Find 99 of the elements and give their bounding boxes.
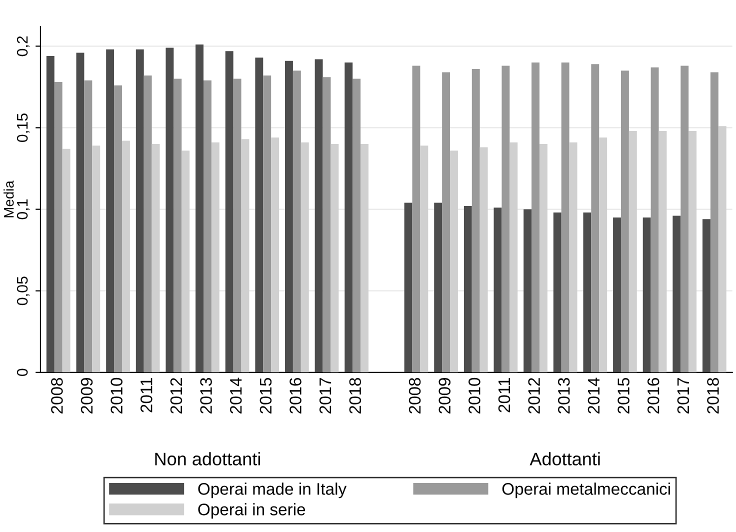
x-tick-label: 2008 [408, 378, 421, 414]
y-tick-label: 0,05 [16, 276, 30, 306]
x-tick-label: 2018 [349, 378, 362, 414]
x-tick-label: 2016 [290, 378, 302, 414]
bar [211, 142, 220, 372]
bar [620, 70, 629, 372]
x-tick-label: 2012 [170, 378, 182, 414]
bar [464, 206, 472, 372]
x-tick-label: 2011 [498, 378, 510, 412]
bar [225, 51, 234, 372]
bar [330, 144, 339, 372]
x-tick-label: 2013 [200, 378, 212, 414]
text: Adottanti [530, 452, 600, 466]
bar [642, 217, 651, 372]
bar [241, 139, 250, 372]
bar [599, 138, 608, 372]
bar [174, 78, 182, 372]
bar [352, 78, 361, 372]
x-tick-label: 2017 [319, 378, 332, 414]
bar [54, 82, 62, 372]
bar [271, 138, 280, 372]
bar [144, 76, 152, 372]
bar [114, 85, 122, 372]
bar [204, 80, 212, 372]
bar [196, 44, 204, 372]
y-tick-label: 0 [16, 368, 28, 376]
bar [152, 144, 160, 372]
y-tick-label: 0,2 [16, 36, 30, 56]
bar [420, 146, 428, 372]
x-tick-label: 2010 [110, 378, 122, 414]
bar [434, 202, 442, 372]
bar [182, 150, 190, 372]
bar [76, 52, 84, 372]
x-tick-label: 2015 [260, 378, 272, 414]
legend-label: Operai in serie [198, 503, 306, 519]
bar [404, 202, 412, 372]
x-tick-label: 2008 [51, 378, 63, 414]
bar [450, 150, 458, 372]
legend-label: Operai metalmeccanici [502, 482, 670, 498]
text: Non adottanti [155, 452, 260, 466]
x-tick-label: 2012 [528, 378, 540, 414]
bar [553, 212, 562, 372]
y-tick-label: 0,1 [16, 199, 30, 220]
bar [561, 62, 570, 372]
bar [84, 80, 92, 372]
x-tick-label: 2016 [647, 378, 660, 414]
bar [613, 217, 621, 372]
bar [480, 147, 488, 372]
bar [702, 219, 710, 372]
bar [344, 62, 353, 372]
bar [710, 72, 718, 372]
bar [650, 67, 659, 372]
bar [412, 66, 420, 372]
bar [46, 56, 54, 372]
bar [591, 64, 600, 372]
bar [672, 216, 681, 372]
x-tick-label: 2010 [468, 378, 480, 414]
bar [718, 126, 726, 372]
bar [472, 69, 480, 372]
x-tick-label: 2017 [677, 378, 690, 414]
bar [539, 144, 548, 372]
bar [233, 78, 242, 372]
bar [122, 140, 130, 372]
x-tick-label: 2018 [707, 378, 719, 414]
bar [136, 49, 144, 372]
bar [442, 72, 450, 372]
x-tick-label: 2014 [588, 378, 600, 414]
bar [263, 76, 272, 372]
bar [292, 70, 301, 372]
legend-label: Operai made in Italy [198, 482, 347, 498]
bar [300, 142, 309, 372]
bar [106, 49, 114, 372]
bar [569, 142, 578, 372]
bar [524, 209, 532, 372]
bar [494, 208, 502, 372]
bar [255, 58, 264, 372]
bar [502, 66, 510, 372]
bar [532, 62, 540, 372]
bar [166, 48, 174, 372]
bar [92, 146, 100, 372]
x-tick-label: 2009 [80, 378, 93, 414]
bar [510, 142, 518, 372]
x-tick-label: 2014 [230, 378, 242, 414]
y-tick-label: 0,15 [16, 114, 30, 142]
bar [658, 130, 667, 372]
y-axis-title: Media [4, 180, 14, 218]
bar [314, 59, 323, 372]
x-tick-label: 2013 [558, 378, 570, 414]
x-tick-label: 2015 [618, 378, 630, 414]
bar [62, 148, 70, 372]
bar [628, 130, 637, 372]
bar [322, 77, 331, 372]
bar [360, 144, 369, 372]
bar [680, 66, 689, 372]
x-tick-label: 2011 [140, 378, 152, 412]
x-tick-label: 2009 [438, 378, 451, 414]
bar [688, 130, 697, 372]
bar [285, 60, 293, 372]
bar [583, 212, 592, 372]
